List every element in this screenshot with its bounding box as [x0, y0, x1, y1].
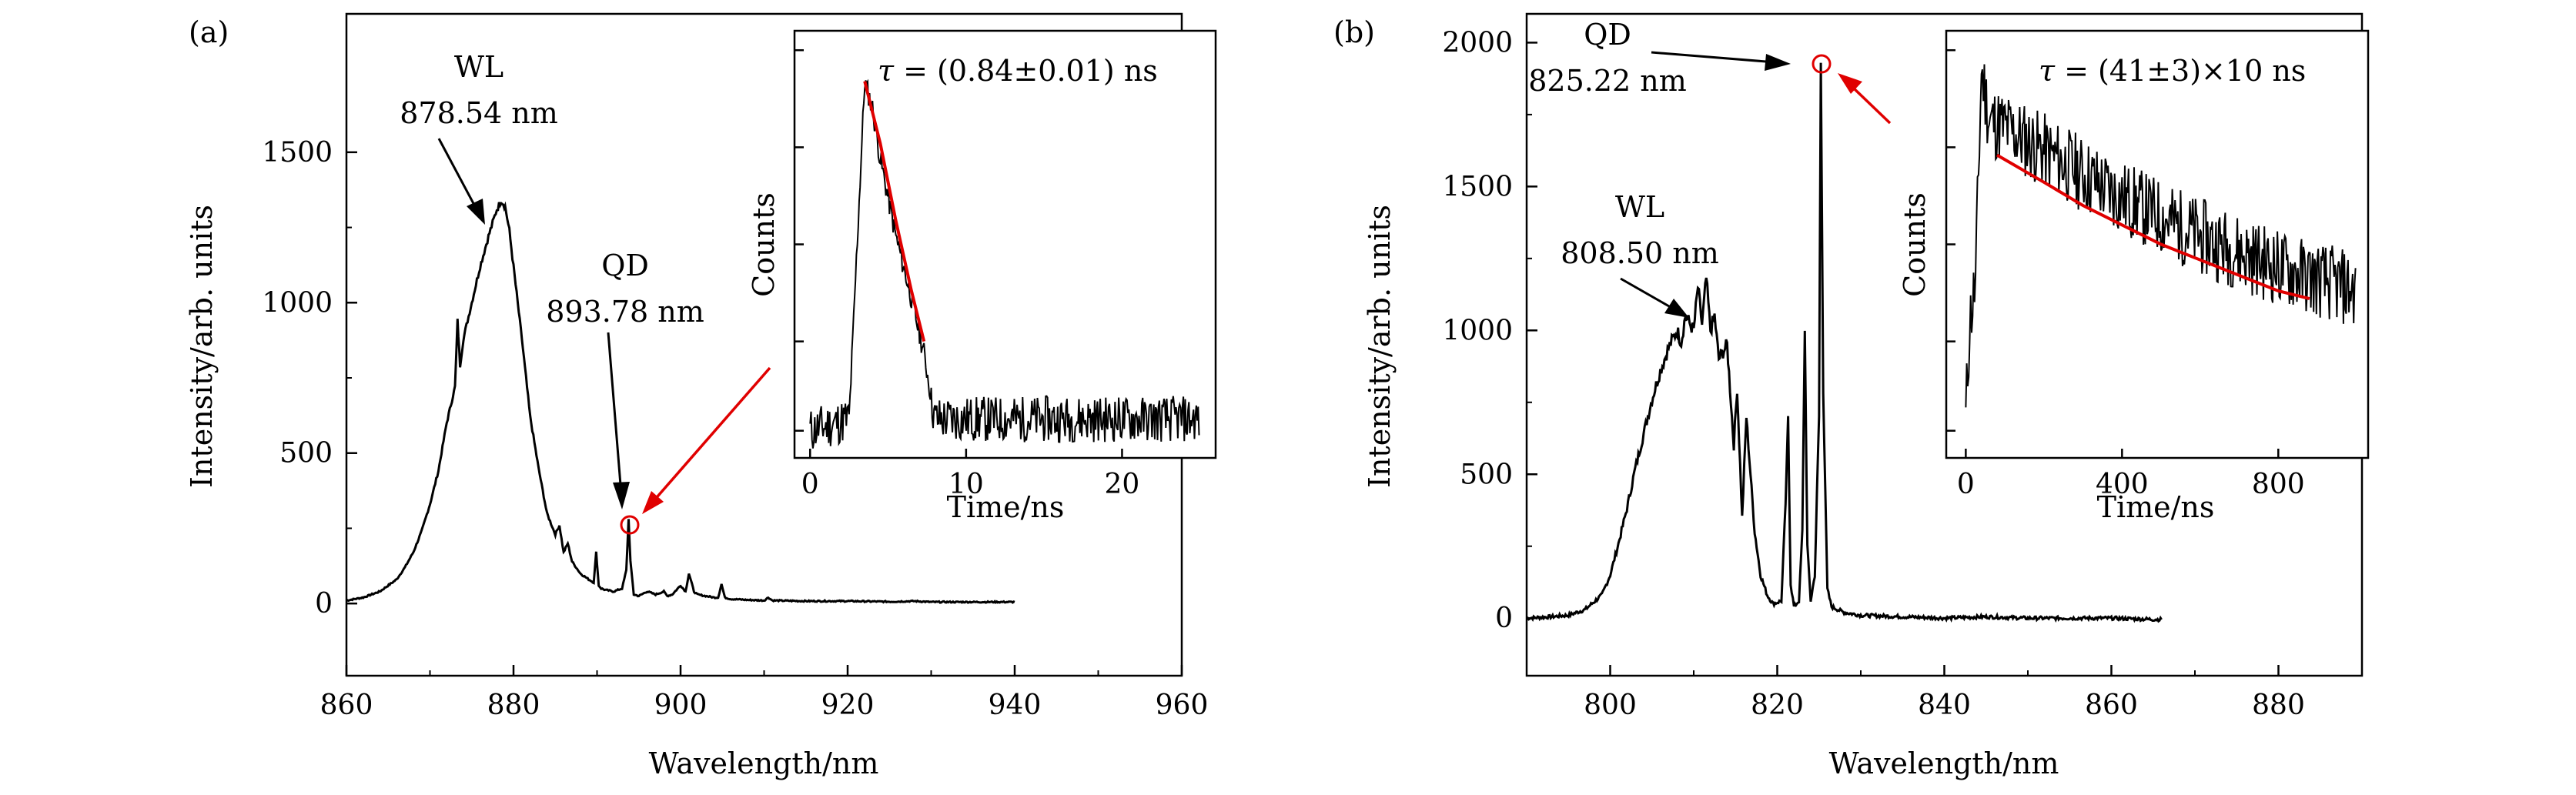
panel-a-xtick-label: 900	[654, 690, 708, 721]
panel-a-xtick-label: 860	[320, 690, 373, 721]
panel-a: (a) Intensity/arb. units Wavelength/nm 8…	[185, 12, 1217, 780]
panel-b-xtick-label: 840	[1918, 690, 1971, 721]
panel-a-xtick-label: 940	[989, 690, 1042, 721]
panel-b-xtick-label: 820	[1751, 690, 1804, 721]
panel-b-ytick-label: 1500	[1442, 171, 1513, 202]
panel-a-qd-label: QD	[601, 249, 649, 282]
panel-a-yticks: 0 500 1000 1500	[262, 137, 357, 620]
panel-a-ytick-label: 500	[279, 438, 333, 469]
panel-a-inset-yticks	[795, 48, 804, 432]
panel-b-red-arrowhead	[1838, 73, 1862, 94]
panel-a-wl-value: 878.54 nm	[400, 96, 558, 130]
panel-a-xtick-label: 960	[1156, 690, 1209, 721]
panel-b-inset-xtick-label: 800	[2252, 469, 2305, 500]
panel-a-inset-xlabel: Time/ns	[947, 490, 1065, 524]
panel-b-qd-arrowhead	[1765, 54, 1791, 71]
panel-b-wl-label: WL	[1615, 190, 1664, 224]
panel-a-inset-xticks: 0 10 20	[801, 449, 1140, 500]
panel-a-inset-tau: τ = (0.84±0.01) ns	[878, 54, 1158, 88]
panel-a-red-arrowhead	[642, 491, 664, 514]
panel-b-qd-label: QD	[1584, 18, 1631, 52]
panel-b-label: (b)	[1333, 15, 1375, 49]
panel-a-inset-tau-symbol: τ	[878, 54, 895, 88]
panel-a-inset-ylabel: Counts	[747, 192, 781, 297]
panel-b-ytick-label: 0	[1495, 603, 1513, 634]
panel-a-inset-tau-text: = (0.84±0.01) ns	[894, 54, 1158, 88]
panel-a-qd-marker	[620, 515, 640, 535]
panel-b-ytick-label: 1000	[1442, 315, 1513, 346]
panel-a-qd-value: 893.78 nm	[546, 295, 704, 329]
panel-a-ytick-label: 1000	[262, 287, 333, 319]
panel-b-ylabel: Intensity/arb. units	[1363, 205, 1397, 488]
panel-b-inset: τ = (41±3)×10 ns Counts Time/ns 0 400 800	[1898, 29, 2370, 524]
panel-b-inset-tau-text: = (41±3)×10 ns	[2055, 54, 2306, 88]
panel-a-inset: τ = (0.84±0.01) ns Counts Time/ns 0 10 20	[747, 29, 1217, 524]
panel-a-inset-xtick-label: 10	[948, 469, 984, 500]
panel-a-label: (a)	[189, 15, 229, 49]
panel-a-ytick-label: 0	[315, 588, 333, 620]
panel-b-xlabel: Wavelength/nm	[1829, 747, 2059, 780]
panel-a-qd-arrow	[607, 332, 622, 486]
panel-b: (b) Intensity/arb. units Wavelength/nm 8…	[1333, 12, 2370, 780]
panel-a-inset-xtick-label: 20	[1105, 469, 1140, 500]
panel-a-xlabel: Wavelength/nm	[649, 747, 879, 780]
panel-b-inset-xtick-label: 400	[2096, 469, 2149, 500]
panel-b-inset-ylabel: Counts	[1898, 192, 1932, 297]
panel-a-xtick-label: 880	[487, 690, 540, 721]
panel-a-inset-xtick-label: 0	[801, 469, 819, 500]
panel-b-inset-tau-symbol: τ	[2039, 54, 2056, 88]
panel-a-inset-frame	[793, 29, 1217, 459]
panel-a-ylabel: Intensity/arb. units	[185, 205, 219, 488]
panel-a-wl-arrowhead	[467, 199, 485, 225]
panel-b-ytick-label: 2000	[1442, 27, 1513, 58]
panel-a-xticks: 860 880 900 920 940 960	[320, 665, 1209, 721]
panel-b-inset-xlabel: Time/ns	[2097, 490, 2215, 524]
panel-b-wl-arrow	[1620, 277, 1670, 308]
panel-b-wl-arrowhead	[1664, 299, 1689, 318]
panel-b-qd-value: 825.22 nm	[1528, 64, 1687, 98]
panel-b-qd-marker	[1812, 54, 1832, 74]
panel-b-ytick-label: 500	[1460, 459, 1513, 490]
panel-b-qd-arrow	[1651, 51, 1767, 63]
panel-b-spectrum-line	[1526, 62, 2163, 623]
panel-b-xtick-label: 880	[2252, 690, 2305, 721]
panel-b-xticks: 800 820 840 860 880	[1584, 665, 2305, 721]
panel-b-yticks: 0 500 1000 1500 2000	[1442, 27, 1537, 634]
panel-a-spectrum-line	[346, 201, 1015, 605]
panel-b-inset-xtick-label: 0	[1957, 469, 1975, 500]
panel-a-red-arrow	[651, 366, 771, 503]
panel-b-inset-yticks	[1946, 48, 1955, 432]
panel-b-inset-fit	[1996, 153, 2310, 301]
panel-a-xtick-label: 920	[821, 690, 875, 721]
panel-b-inset-tau: τ = (41±3)×10 ns	[2039, 54, 2306, 88]
panel-b-xtick-label: 860	[2085, 690, 2138, 721]
panel-b-wl-value: 808.50 nm	[1561, 236, 1719, 270]
panel-a-ytick-label: 1500	[262, 137, 333, 169]
panel-b-inset-decay	[1965, 64, 2357, 408]
panel-b-xtick-label: 800	[1584, 690, 1637, 721]
panel-a-inset-fit	[863, 81, 926, 342]
panel-b-red-arrow	[1850, 85, 1892, 125]
panel-a-qd-arrowhead	[613, 482, 630, 509]
panel-b-inset-xticks: 0 400 800	[1957, 449, 2305, 500]
panel-a-wl-arrow	[437, 138, 477, 209]
panel-a-wl-label: WL	[454, 50, 503, 84]
